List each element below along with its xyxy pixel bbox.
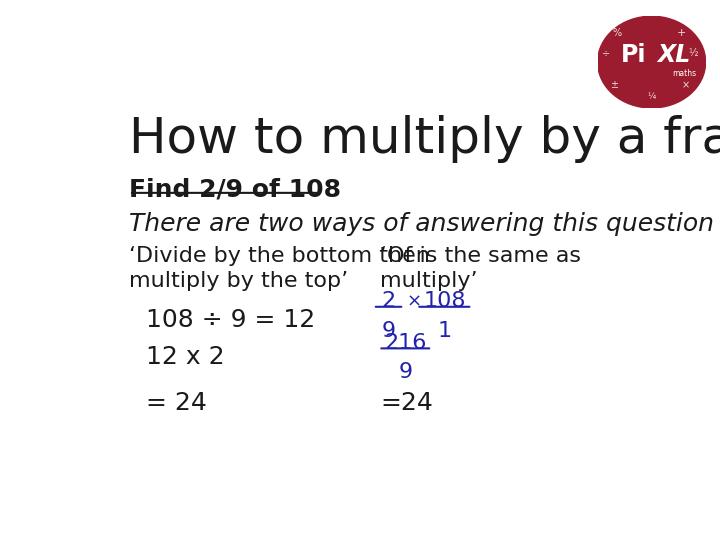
Text: 2: 2 — [382, 292, 395, 312]
Text: ×: × — [682, 80, 690, 90]
Text: ¼: ¼ — [647, 92, 656, 102]
Text: ×: × — [406, 293, 421, 311]
Text: multiply’: multiply’ — [380, 271, 478, 291]
Text: 1: 1 — [437, 321, 451, 341]
Text: =24: =24 — [380, 391, 433, 415]
Text: How to multiply by a fraction: How to multiply by a fraction — [129, 114, 720, 163]
Text: Find 2/9 of 108: Find 2/9 of 108 — [129, 177, 341, 201]
Text: ‘Of is the same as: ‘Of is the same as — [380, 246, 581, 266]
Text: 108 ÷ 9 = 12: 108 ÷ 9 = 12 — [145, 308, 315, 332]
Text: +: + — [677, 28, 687, 38]
Text: %: % — [613, 28, 621, 38]
Text: 12 x 2: 12 x 2 — [145, 346, 225, 369]
Text: There are two ways of answering this question: There are two ways of answering this que… — [129, 212, 714, 237]
Text: maths: maths — [672, 69, 696, 78]
Text: ÷: ÷ — [602, 48, 611, 58]
Text: ‘Divide by the bottom then: ‘Divide by the bottom then — [129, 246, 430, 266]
Ellipse shape — [598, 16, 706, 108]
Text: = 24: = 24 — [145, 391, 207, 415]
Text: ±: ± — [610, 80, 618, 90]
Text: XL: XL — [657, 43, 690, 67]
Text: Pi: Pi — [621, 43, 647, 67]
Text: 216: 216 — [384, 333, 426, 353]
Text: 108: 108 — [423, 292, 466, 312]
Text: 9: 9 — [382, 321, 395, 341]
Text: ½: ½ — [688, 48, 698, 58]
Text: multiply by the top’: multiply by the top’ — [129, 271, 348, 291]
Text: 9: 9 — [398, 362, 413, 382]
